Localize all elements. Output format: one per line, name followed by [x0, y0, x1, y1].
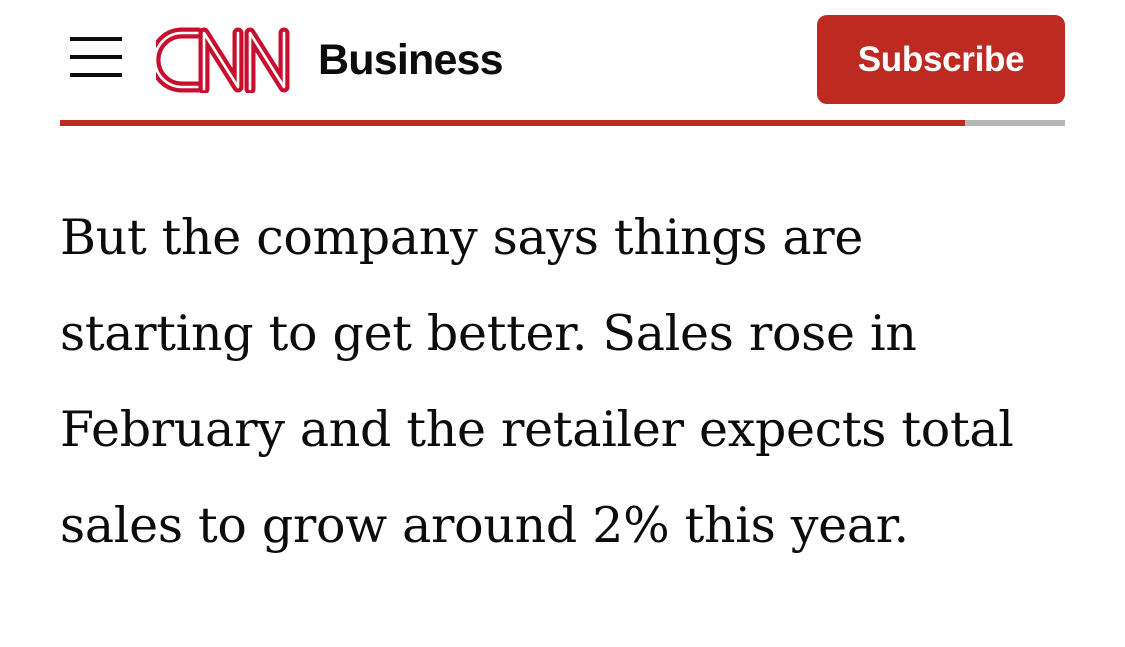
subscribe-button[interactable]: Subscribe — [817, 15, 1065, 104]
cnn-logo[interactable] — [149, 27, 296, 95]
section-name[interactable]: Business — [318, 36, 504, 84]
reading-progress-bar — [60, 120, 1065, 126]
hamburger-menu-icon — [70, 37, 122, 77]
cnn-logo-mark — [149, 27, 290, 95]
hamburger-menu-button[interactable] — [68, 36, 124, 82]
article-paragraph: But the company says things are starting… — [60, 209, 1014, 554]
site-header: Business Subscribe — [60, 14, 1065, 106]
reading-progress-fill — [60, 120, 965, 126]
